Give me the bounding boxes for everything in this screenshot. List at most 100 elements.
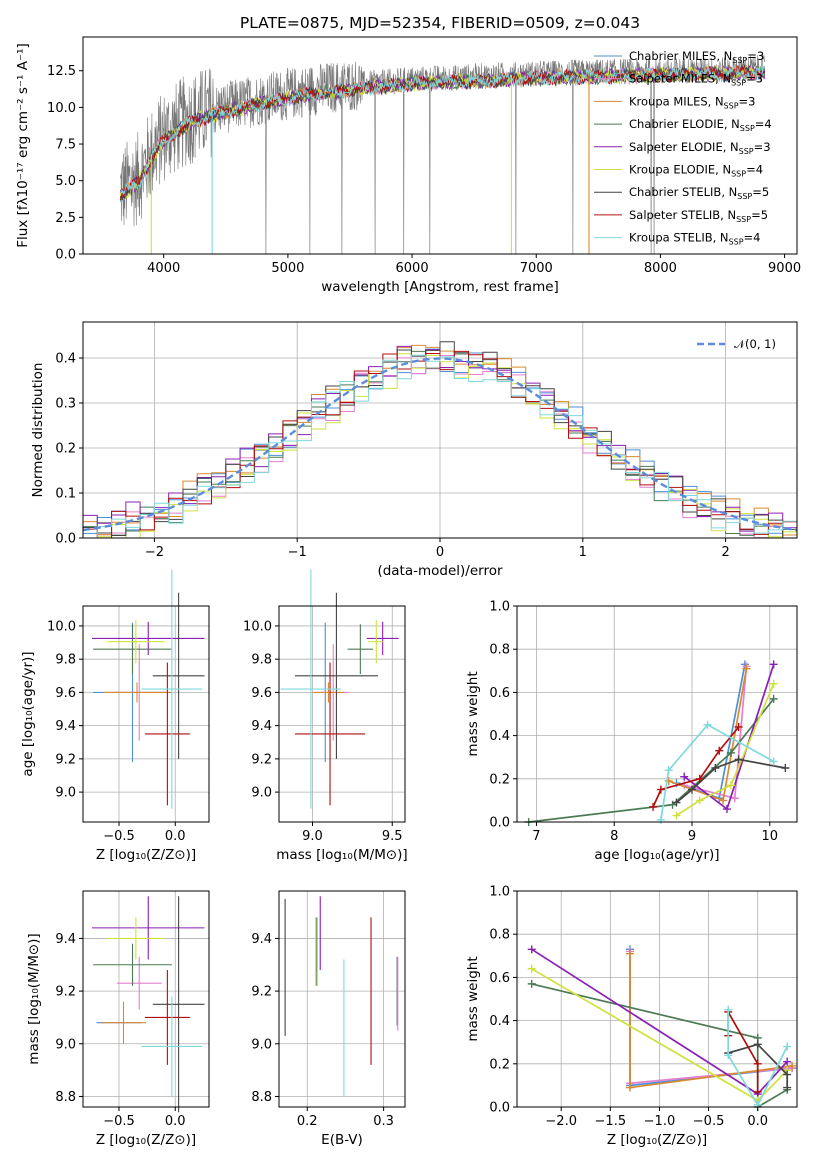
- plus-marker: [753, 1040, 762, 1049]
- y-tick-label: 10.0: [47, 101, 76, 116]
- massweight-line: [675, 683, 775, 817]
- x-tick-label: −2.0: [545, 1114, 577, 1129]
- y-tick-label: 8.8: [55, 1090, 76, 1105]
- y-tick-label: 9.2: [251, 752, 272, 767]
- plus-marker: [783, 1057, 792, 1066]
- legend-subscript: SSP: [737, 192, 752, 201]
- massweight-vs-age-panel: 7 8 9 10 0.0 0.2 0.4 0.6 0.8 1.0 age [log₁₀(age/yr…: [465, 600, 798, 863]
- y-tick-label: 9.6: [55, 686, 76, 701]
- y-tick-label: 2.5: [55, 211, 76, 226]
- plus-marker: [724, 1005, 733, 1014]
- y-tick-label: 9.4: [55, 932, 76, 947]
- y-axis-label: mass weight: [465, 956, 481, 1041]
- massweight-line: [727, 1009, 788, 1107]
- age-vs-mass-panel: 9.0 9.5 9.0 9.2 9.4 9.6 9.8 10.0 mass [log₁₀(M/M…: [243, 569, 408, 863]
- x-tick-label: 0.3: [373, 1114, 394, 1129]
- mass-vs-metallicity-panel: −0.5 0.0 8.8 9.0 9.2 9.4 Z [log₁₀(Z/Z⊙)] mass […: [26, 890, 210, 1148]
- y-tick-label: 9.8: [55, 653, 76, 668]
- legend-label: Kroupa ELODIE, N: [629, 163, 731, 177]
- plus-marker: [726, 781, 735, 790]
- plus-marker: [527, 964, 536, 973]
- x-tick-label: −2: [145, 545, 164, 560]
- plus-marker: [788, 1061, 797, 1070]
- plot-frame: [278, 890, 406, 1108]
- x-axis-label: (data-model)/error: [377, 563, 503, 579]
- x-axis-label: Z [log₁₀(Z/Z⊙)]: [607, 1132, 707, 1148]
- y-tick-label: 9.8: [251, 653, 272, 668]
- plus-marker: [783, 1083, 792, 1092]
- plus-marker: [723, 805, 731, 814]
- x-tick-label: 8000: [644, 261, 677, 276]
- massweight-vs-metallicity-panel: −2.0 −1.5 −1.0 −0.5 0.0 0.0 0.2 0.4 0.6 0.8 1.0 Z […: [465, 885, 798, 1148]
- y-axis-label: mass [log₁₀(M/M⊙)]: [26, 933, 42, 1064]
- x-tick-label: 9.0: [302, 829, 323, 844]
- y-tick-label: 9.4: [251, 719, 272, 734]
- legend-entry: Kroupa MILES, NSSP=3: [629, 94, 755, 110]
- legend-label: Salpeter MILES, N: [629, 72, 731, 86]
- x-tick-label: −0.5: [103, 829, 135, 844]
- y-tick-label: 9.6: [251, 686, 272, 701]
- plus-marker: [734, 755, 743, 764]
- legend-subscript: SSP: [724, 101, 739, 110]
- y-tick-label: 0.2: [489, 1057, 510, 1072]
- y-tick-label: 0.1: [55, 487, 76, 502]
- plus-marker: [783, 1042, 792, 1051]
- plus-marker: [680, 772, 689, 781]
- normal-reference-curve: [82, 357, 798, 532]
- legend-label: Salpeter STELIB, N: [629, 208, 736, 222]
- chart-title: PLATE=0875, MJD=52354, FIBERID=0509, z=0…: [240, 14, 640, 32]
- plus-marker: [769, 660, 778, 669]
- legend-subscript: SSP: [736, 215, 751, 224]
- model-spectrum-line: [119, 66, 766, 202]
- y-tick-label: 9.4: [55, 719, 76, 734]
- legend-subscript: SSP: [731, 170, 746, 179]
- legend-count: =3: [754, 140, 771, 154]
- y-tick-label: 8.8: [251, 1090, 272, 1105]
- x-tick-label: −1: [288, 545, 307, 560]
- legend-count: =4: [755, 117, 772, 131]
- plus-marker: [724, 1051, 733, 1060]
- age-vs-metallicity-panel: −0.5 0.0 9.0 9.2 9.4 9.6 9.8 10.0 Z [log₁₀(Z/Z⊙)…: [20, 569, 210, 863]
- plot-frame: [516, 890, 798, 1108]
- y-tick-label: 0.4: [489, 1014, 510, 1029]
- plot-frame: [82, 605, 210, 823]
- y-tick-label: 7.5: [55, 138, 76, 153]
- y-tick-label: 0.2: [489, 772, 510, 787]
- legend-count: =3: [746, 72, 763, 86]
- y-tick-label: 0.6: [489, 686, 510, 701]
- plus-marker: [664, 776, 673, 785]
- histogram-step: [83, 341, 797, 539]
- y-tick-label: 5.0: [55, 174, 76, 189]
- y-tick-label: 0.2: [55, 442, 76, 457]
- y-tick-label: 9.0: [55, 786, 76, 801]
- x-tick-label: −0.5: [693, 1114, 725, 1129]
- y-tick-label: 10.0: [243, 619, 272, 634]
- plus-marker: [711, 764, 720, 772]
- y-tick-label: 0.8: [489, 928, 510, 943]
- x-tick-label: −1.5: [595, 1114, 627, 1129]
- legend-label: Chabrier ELODIE, N: [629, 117, 740, 131]
- x-tick-label: 0.0: [165, 1114, 186, 1129]
- x-tick-label: 0.0: [165, 829, 186, 844]
- legend-count: =4: [744, 231, 761, 245]
- x-tick-label: 2: [721, 545, 729, 560]
- legend-label: Chabrier MILES, N: [629, 49, 732, 63]
- y-tick-label: 12.5: [47, 64, 76, 79]
- legend-count: =5: [752, 185, 769, 199]
- plus-marker: [703, 720, 712, 729]
- x-axis-label: Z [log₁₀(Z/Z⊙)]: [96, 847, 196, 863]
- plus-marker: [527, 979, 536, 988]
- x-tick-label: 0: [436, 545, 444, 560]
- y-tick-label: 1.0: [489, 885, 510, 900]
- plus-marker: [734, 722, 743, 731]
- plus-marker: [730, 794, 739, 803]
- massweight-line: [727, 1043, 789, 1088]
- plus-marker: [769, 694, 778, 703]
- plus-marker: [672, 811, 681, 820]
- plus-marker: [625, 1083, 634, 1092]
- plus-marker: [656, 785, 665, 794]
- x-tick-label: 5000: [271, 261, 304, 276]
- legend-entry: Salpeter ELODIE, NSSP=3: [629, 140, 771, 156]
- legend-entry: 𝒩(0, 1): [734, 337, 776, 351]
